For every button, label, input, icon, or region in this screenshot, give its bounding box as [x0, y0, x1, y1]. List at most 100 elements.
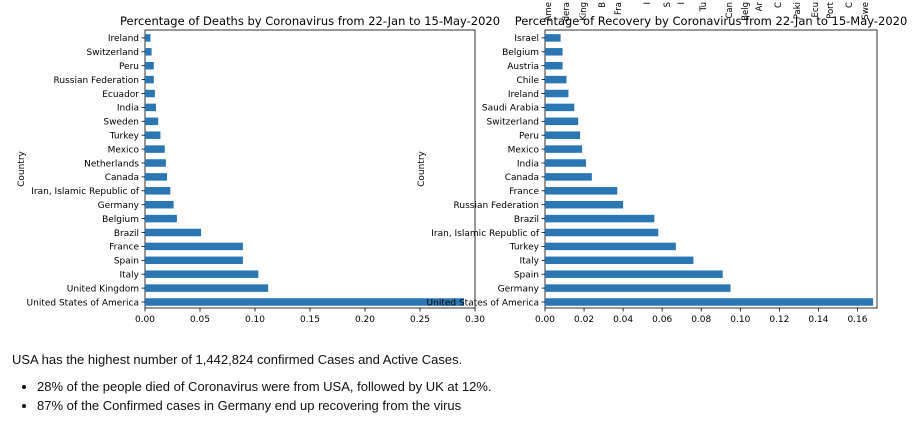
- category-label: Peru: [519, 132, 539, 142]
- bar: [545, 75, 567, 84]
- overflow-tick-label: Swe: [861, 2, 871, 20]
- overflow-tick-label: C: [845, 2, 855, 8]
- x-tick-label: 0.20: [355, 315, 375, 325]
- overflow-tick-label: Fra: [614, 2, 624, 15]
- bar: [545, 242, 676, 251]
- overflow-tick-label: Ame: [544, 2, 554, 21]
- category-label: Germany: [498, 284, 540, 294]
- bar: [145, 89, 155, 98]
- category-label: Brazil: [514, 215, 539, 225]
- category-label: Mexico: [108, 145, 140, 155]
- bar: [145, 103, 156, 112]
- category-label: United States of America: [27, 298, 139, 308]
- bar: [545, 131, 581, 139]
- x-tick-label: 0.05: [190, 315, 210, 325]
- category-label: Germany: [98, 201, 140, 211]
- overflow-tick-label: King: [579, 2, 589, 21]
- category-label: India: [517, 159, 539, 169]
- bar: [145, 200, 174, 209]
- bar: [145, 48, 152, 56]
- category-label: Iran, Islamic Republic of: [431, 229, 540, 239]
- x-tick-label: 0.04: [613, 315, 633, 325]
- overflow-tick-label: I: [643, 2, 653, 5]
- summary-headline: USA has the highest number of 1,442,824 …: [12, 352, 463, 367]
- y-axis-label: Country: [17, 150, 27, 186]
- overflow-tick-labels: Ame dera King B Fra I S I Tu Can Belg Ar C Paki Ecu Por…: [544, 1, 871, 21]
- category-label: India: [117, 104, 139, 114]
- bar: [545, 34, 561, 42]
- bar: [545, 298, 874, 306]
- summary-bullet: 28% of the people died of Coronavirus we…: [37, 379, 902, 394]
- category-label: Turkey: [509, 243, 540, 253]
- overflow-tick-label: Ecu: [811, 2, 821, 17]
- category-label: Peru: [119, 62, 139, 72]
- x-tick-label: 0.16: [847, 315, 867, 325]
- bar: [145, 145, 165, 153]
- recovery-chart: Percentage of Recovery by Coronavirus fr…: [417, 14, 907, 325]
- category-label: Belgium: [102, 215, 139, 225]
- summary-section: USA has the highest number of 1,442,824 …: [12, 352, 902, 417]
- x-tick-label: 0.02: [574, 315, 594, 325]
- x-tick-label: 0.10: [730, 315, 750, 325]
- bar: [545, 61, 563, 70]
- category-label: Chile: [516, 76, 539, 86]
- bar: [545, 103, 575, 112]
- y-axis-label: Country: [417, 150, 427, 186]
- x-tick-label: 0.25: [410, 315, 430, 325]
- bar: [545, 256, 694, 265]
- summary-bullet-list: 28% of the people died of Coronavirus we…: [12, 379, 902, 413]
- overflow-tick-label: dera: [562, 2, 572, 21]
- bar: [145, 117, 159, 126]
- x-tick-label: 0.14: [808, 315, 828, 325]
- category-label: Canada: [505, 173, 539, 183]
- x-tick-label: 0.00: [535, 315, 555, 325]
- overflow-tick-label: B: [598, 2, 608, 8]
- bar: [545, 159, 587, 167]
- chart-title: Percentage of Recovery by Coronavirus fr…: [515, 14, 908, 28]
- summary-bullet: 87% of the Confirmed cases in Germany en…: [37, 398, 902, 413]
- overflow-tick-label: Tu: [699, 2, 709, 12]
- category-label: Netherlands: [84, 159, 139, 169]
- overflow-tick-label: Paki: [793, 2, 803, 19]
- x-tick-label: 0.06: [652, 315, 672, 325]
- bar: [545, 214, 655, 223]
- overflow-tick-label: S: [663, 2, 673, 7]
- x-tick-label: 0.08: [691, 315, 711, 325]
- overflow-tick-label: Can: [725, 2, 735, 19]
- category-label: Brazil: [114, 229, 139, 239]
- bar: [145, 187, 171, 195]
- bar: [145, 284, 269, 292]
- category-label: France: [509, 187, 539, 197]
- x-tick-label: 0.10: [245, 315, 265, 325]
- category-label: France: [109, 243, 139, 253]
- category-label: Switzerland: [487, 118, 540, 128]
- deaths-chart: Percentage of Deaths by Coronavirus from…: [17, 14, 500, 325]
- category-label: Turkey: [109, 132, 140, 142]
- bar: [145, 214, 177, 223]
- bar: [545, 228, 659, 237]
- bar: [545, 48, 563, 56]
- x-tick-label: 0.30: [465, 315, 485, 325]
- bar: [545, 117, 579, 126]
- charts-area: Percentage of Deaths by Coronavirus from…: [17, 1, 907, 325]
- category-label: Switzerland: [87, 48, 140, 58]
- overflow-tick-label: Belg: [741, 2, 751, 21]
- category-label: Sweden: [103, 118, 139, 128]
- bar: [145, 173, 167, 181]
- category-label: Ireland: [508, 90, 539, 100]
- bar: [545, 270, 723, 278]
- x-tick-label: 0.00: [135, 315, 155, 325]
- category-label: Saudi Arabia: [482, 104, 539, 114]
- category-label: Ireland: [108, 34, 139, 44]
- plot-frame: [544, 29, 878, 309]
- bar: [145, 270, 259, 278]
- overflow-tick-label: I: [677, 2, 687, 5]
- category-label: Italy: [119, 271, 139, 281]
- overflow-tick-label: C: [774, 2, 784, 8]
- bar: [145, 242, 243, 251]
- bar: [145, 75, 154, 84]
- bar: [545, 89, 569, 98]
- bar: [545, 284, 731, 292]
- x-tick-label: 0.12: [769, 315, 789, 325]
- category-label: Canada: [105, 173, 139, 183]
